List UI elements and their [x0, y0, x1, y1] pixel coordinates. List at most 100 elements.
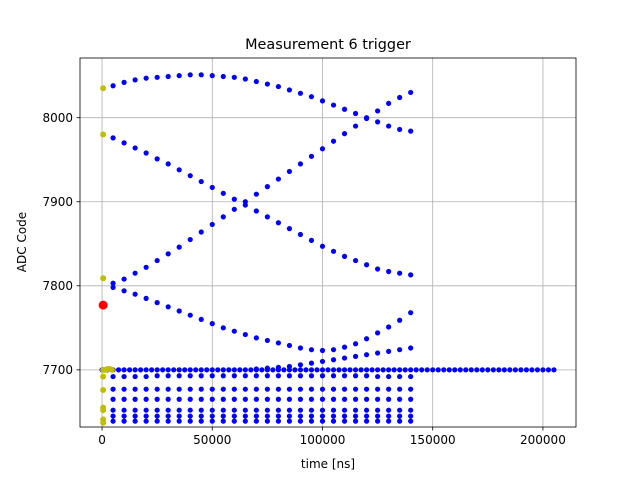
data-point — [286, 407, 293, 413]
data-point — [138, 367, 144, 373]
data-point — [468, 367, 474, 373]
data-point — [386, 407, 392, 413]
data-point — [204, 367, 210, 373]
data-point — [264, 184, 270, 190]
data-point — [215, 367, 221, 373]
data-point — [121, 373, 127, 380]
data-point — [165, 367, 171, 373]
data-point — [375, 119, 381, 125]
data-point — [408, 345, 414, 351]
data-point — [165, 73, 171, 80]
data-point — [308, 94, 315, 100]
data-point — [319, 373, 326, 379]
data-point — [275, 418, 281, 424]
data-point — [270, 367, 276, 373]
data-point — [165, 413, 171, 419]
data-point — [386, 268, 392, 275]
data-point — [352, 407, 359, 413]
data-point — [386, 324, 392, 330]
data-point — [176, 413, 182, 419]
data-point — [132, 77, 138, 83]
data-point — [154, 156, 160, 162]
data-point — [176, 244, 182, 250]
data-point — [110, 284, 116, 291]
data-point — [110, 373, 116, 380]
data-point — [341, 396, 348, 402]
data-point — [386, 413, 392, 419]
data-point — [545, 367, 552, 373]
data-point — [198, 413, 204, 419]
data-point — [292, 367, 298, 373]
data-point — [108, 366, 115, 373]
data-point — [297, 413, 304, 419]
data-point — [408, 89, 414, 96]
data-point — [154, 407, 160, 413]
data-point — [330, 407, 337, 413]
x-tick-label: 50000 — [193, 433, 231, 447]
data-point — [264, 386, 270, 392]
data-point — [110, 135, 116, 141]
data-point — [341, 418, 348, 424]
data-point — [463, 367, 469, 373]
data-point — [198, 178, 204, 185]
data-point — [198, 407, 204, 413]
series-ascending-line — [110, 89, 414, 286]
data-point — [308, 153, 315, 159]
data-point — [308, 373, 315, 379]
data-point — [286, 396, 293, 402]
data-point — [297, 386, 304, 392]
data-point — [408, 128, 414, 134]
data-point — [375, 418, 381, 424]
data-point — [121, 418, 127, 424]
data-point — [165, 161, 171, 167]
data-point — [100, 407, 107, 414]
data-point — [242, 76, 248, 82]
data-points — [98, 72, 557, 426]
data-point — [330, 102, 337, 108]
data-point — [275, 396, 281, 402]
data-point — [231, 373, 237, 379]
data-point — [165, 386, 171, 392]
data-point — [551, 367, 557, 373]
data-point — [540, 367, 546, 373]
data-point — [143, 373, 149, 380]
data-point — [154, 74, 160, 80]
data-point — [297, 90, 304, 96]
data-point — [352, 353, 359, 359]
data-point — [380, 367, 386, 373]
data-point — [198, 373, 204, 379]
data-point — [176, 418, 182, 424]
data-point — [308, 347, 315, 353]
data-point — [264, 367, 270, 373]
y-tick-label: 8000 — [42, 111, 73, 125]
series-early-samples — [100, 85, 115, 426]
data-point — [397, 126, 403, 133]
data-point — [143, 413, 149, 419]
data-point — [154, 367, 160, 373]
data-point — [319, 243, 326, 249]
data-point — [363, 373, 370, 379]
series-band-7652 — [110, 407, 414, 413]
data-point — [523, 367, 530, 373]
data-point — [231, 367, 237, 373]
data-point — [121, 79, 127, 85]
data-point — [165, 396, 171, 402]
data-point — [363, 418, 370, 424]
data-point — [341, 344, 348, 350]
data-point — [286, 367, 293, 373]
data-point — [479, 367, 485, 373]
data-point — [100, 373, 107, 380]
data-point — [308, 360, 315, 366]
data-point — [330, 386, 337, 392]
data-point — [154, 413, 160, 419]
data-point — [132, 396, 138, 402]
data-point — [220, 373, 226, 379]
y-axis-label: ADC Code — [15, 212, 29, 272]
data-point — [132, 407, 138, 413]
data-point — [402, 367, 408, 373]
data-point — [408, 396, 414, 402]
data-point — [176, 73, 182, 79]
data-point — [176, 407, 182, 413]
